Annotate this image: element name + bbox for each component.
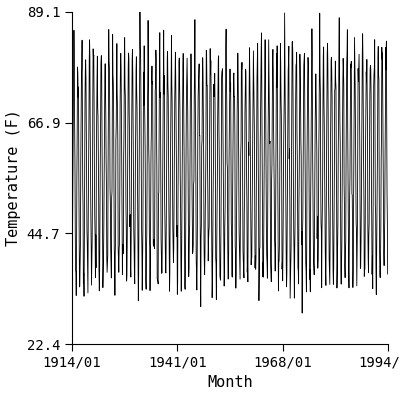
X-axis label: Month: Month (207, 375, 253, 390)
Y-axis label: Temperature (F): Temperature (F) (6, 110, 21, 246)
